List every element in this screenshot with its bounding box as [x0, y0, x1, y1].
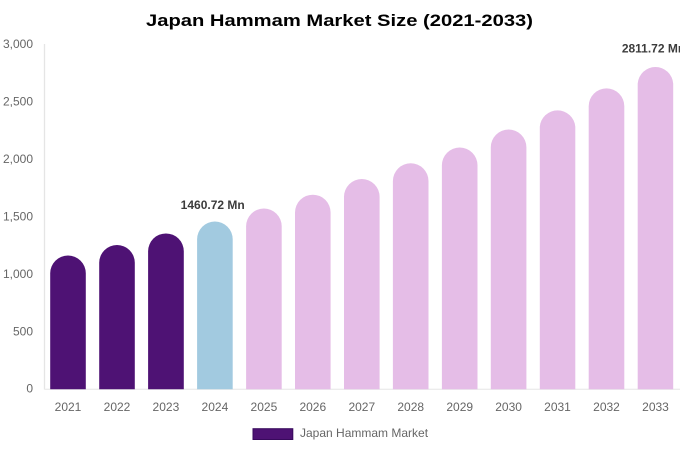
svg-text:500: 500 [13, 324, 33, 338]
svg-text:2024: 2024 [202, 400, 229, 414]
svg-text:1,000: 1,000 [3, 267, 33, 281]
svg-text:2,000: 2,000 [3, 152, 33, 166]
svg-text:2026: 2026 [299, 400, 326, 414]
svg-text:2021: 2021 [55, 400, 82, 414]
svg-text:2023: 2023 [153, 400, 180, 414]
svg-text:2033: 2033 [642, 400, 669, 414]
svg-text:2025: 2025 [251, 400, 278, 414]
svg-text:0: 0 [26, 382, 33, 396]
svg-text:1,500: 1,500 [3, 209, 33, 223]
svg-text:2027: 2027 [348, 400, 375, 414]
svg-text:2030: 2030 [495, 400, 522, 414]
svg-text:2032: 2032 [593, 400, 620, 414]
svg-text:Japan Hammam Market: Japan Hammam Market [300, 426, 429, 440]
svg-text:2031: 2031 [544, 400, 571, 414]
svg-text:1460.72 Mn: 1460.72 Mn [181, 198, 245, 212]
svg-text:2028: 2028 [397, 400, 424, 414]
svg-text:3,000: 3,000 [3, 37, 33, 51]
svg-text:2811.72 Mn: 2811.72 Mn [622, 42, 680, 56]
svg-text:2029: 2029 [446, 400, 473, 414]
svg-text:2022: 2022 [104, 400, 131, 414]
svg-text:2,500: 2,500 [3, 95, 33, 109]
svg-text:Japan Hammam Market Size (2021: Japan Hammam Market Size (2021-2033) [146, 12, 533, 30]
